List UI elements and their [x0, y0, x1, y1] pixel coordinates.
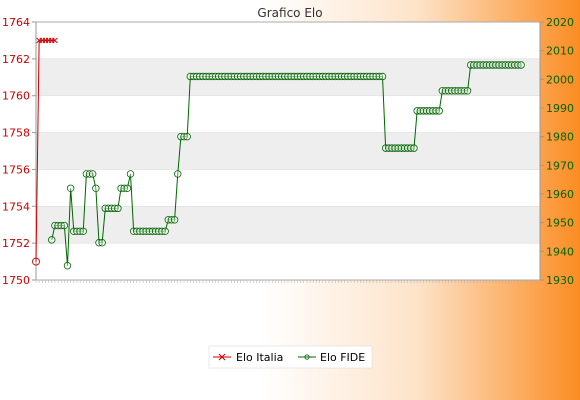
left-axis-tick-label: 1750 [2, 274, 30, 287]
right-axis-tick-label: 1990 [546, 102, 574, 115]
elo-fide-point [161, 227, 169, 235]
elo-fide-point [66, 184, 75, 192]
right-axis-tick-label: 1930 [546, 274, 574, 287]
left-axis-tick-label: 1758 [2, 127, 30, 140]
right-axis-tick-label: 1960 [546, 188, 574, 201]
elo-fide-point [410, 144, 418, 152]
elo-fide-point [517, 61, 525, 69]
right-axis-tick-label: 2010 [546, 45, 574, 58]
legend-box [208, 345, 373, 369]
right-axis-tick-label: 1950 [546, 217, 574, 230]
elo-fide-point [435, 107, 443, 115]
series-elo-italia [32, 37, 58, 266]
elo-fide-point [92, 184, 100, 192]
plot-band [36, 22, 540, 59]
plot-band [36, 132, 540, 170]
legend-label-fide: Elo FIDE [320, 351, 365, 364]
elo-fide-point [123, 184, 132, 192]
plot-band [36, 243, 540, 280]
plot-band [36, 206, 540, 244]
plot-bands [36, 21, 540, 281]
elo-fide-point [48, 236, 56, 244]
elo-fide-point [60, 221, 69, 230]
elo-fide-point [170, 216, 179, 224]
elo-fide-point [79, 227, 87, 235]
left-axis-tick-label: 1754 [2, 200, 30, 213]
elo-fide-point [378, 72, 387, 81]
legend-marker-fide [304, 354, 310, 360]
elo-fide-point [114, 204, 122, 213]
left-axis-tick-label: 1756 [2, 163, 30, 176]
right-axis: 1930 1940 1950 1960 1970 1980 1990 2000 2010 2020 [539, 16, 574, 287]
right-axis-tick-label: 2020 [546, 16, 574, 29]
left-axis-tick-label: 1764 [2, 16, 30, 29]
left-axis-tick-label: 1760 [2, 90, 30, 103]
legend: Elo Italia Elo FIDE [208, 345, 373, 369]
elo-fide-point [174, 170, 182, 178]
right-axis-tick-label: 1970 [546, 159, 574, 172]
chart-title: Grafico Elo [257, 6, 322, 20]
elo-fide-point [63, 261, 72, 270]
series-elo-fide [48, 61, 525, 270]
x-axis [35, 280, 541, 283]
right-axis-tick-label: 1980 [546, 131, 574, 144]
elo-fide-point [98, 239, 106, 247]
elo-fide-point [183, 132, 191, 141]
right-axis-tick-label: 1940 [546, 245, 574, 258]
elo-fide-point [463, 87, 472, 95]
left-axis-tick-label: 1752 [2, 237, 30, 250]
plot-band [36, 169, 540, 207]
left-axis: 1750 1752 1754 1756 1758 1760 1762 1764 [2, 16, 37, 287]
right-axis-tick-label: 2000 [546, 73, 574, 86]
legend-label-italia: Elo Italia [236, 351, 283, 364]
elo-fide-point [126, 170, 135, 178]
elo-fide-line [51, 64, 522, 266]
elo-fide-point [88, 170, 97, 178]
plot-band [36, 95, 540, 133]
left-axis-tick-label: 1762 [2, 53, 30, 66]
legend-marker-italia [218, 353, 226, 361]
elo-italia-point [52, 37, 58, 44]
elo-italia-point [32, 257, 40, 266]
